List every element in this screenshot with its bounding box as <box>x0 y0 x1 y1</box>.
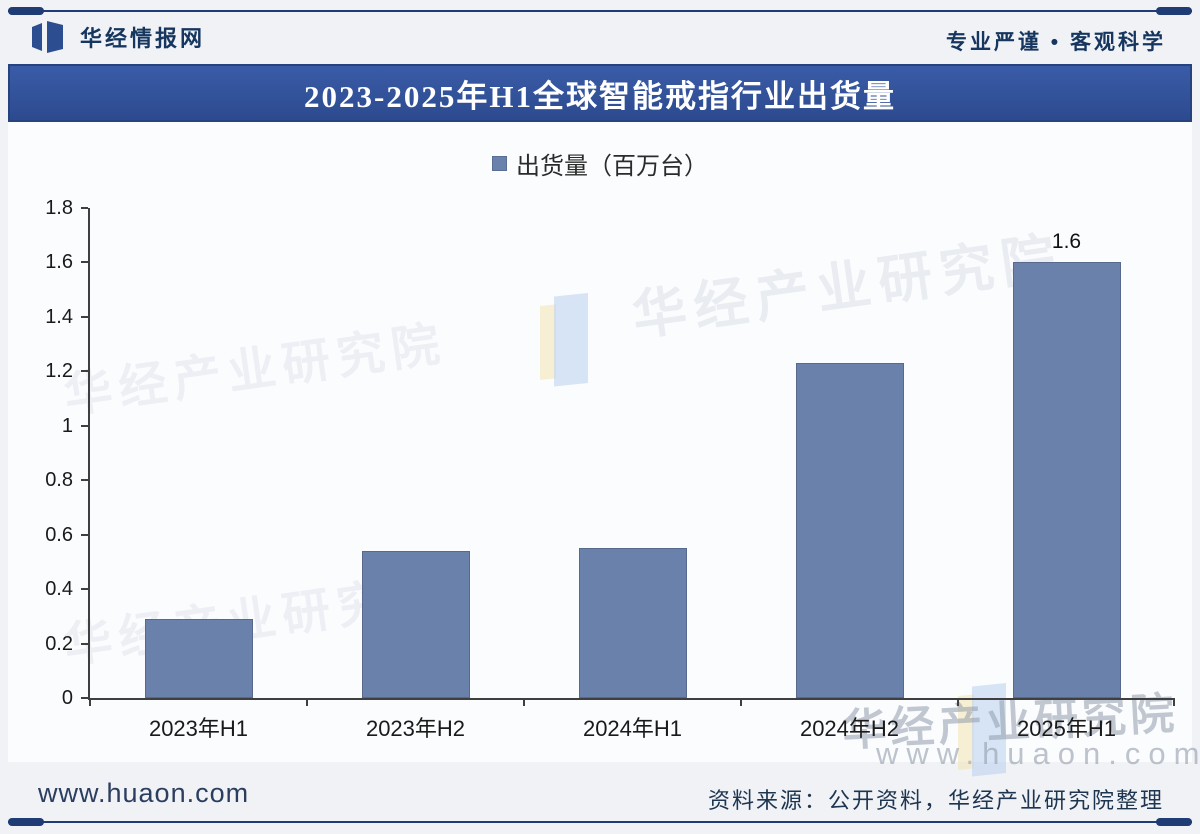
y-axis-tick-label: 0.4 <box>45 578 73 601</box>
brand-name: 华经情报网 <box>80 26 206 51</box>
y-axis-tick-label: 0.8 <box>45 469 73 492</box>
chart-legend: 出货量（百万台） <box>0 146 1200 181</box>
y-axis-tick <box>81 315 88 318</box>
bar-column: 2024年H1 <box>524 208 741 741</box>
y-axis-tick-label: 1.2 <box>45 360 73 383</box>
y-axis-tick <box>81 479 88 482</box>
bar-2023年H1 <box>144 619 253 698</box>
x-axis-tick <box>523 698 525 706</box>
y-axis-tick-label: 1.4 <box>45 305 73 328</box>
bar-2024年H1 <box>578 548 687 698</box>
top-rule-right-dash <box>1156 7 1192 15</box>
huajing-logo-icon <box>32 21 63 53</box>
x-axis-label: 2023年H1 <box>148 716 249 741</box>
bottom-rule-left-dash <box>8 818 44 826</box>
x-axis-tick <box>306 698 308 706</box>
y-axis-tick <box>81 642 88 645</box>
bar-value-label: 1.6 <box>1051 230 1082 254</box>
bar-2024年H2 <box>795 363 904 698</box>
bar-2023年H2 <box>361 551 470 698</box>
header-brand: 华经情报网 <box>28 20 205 54</box>
y-axis-tick-label: 1.6 <box>45 251 73 274</box>
footer-website: www.huaon.com <box>38 778 250 808</box>
plot-area: 0 0.2 0.4 0.6 0.8 1 1.2 1.4 1.6 1.8 2023年H1 2023年H2… <box>45 197 1175 741</box>
y-axis-tick-label: 1 <box>61 414 73 437</box>
x-axis-tick <box>1173 698 1175 706</box>
y-axis-tick <box>81 261 88 264</box>
x-axis-tick <box>957 698 959 706</box>
top-rule-left-dash <box>8 7 44 15</box>
header-slogan: 专业严谨 • 客观科学 <box>945 31 1166 54</box>
x-axis-tick <box>740 698 742 706</box>
x-axis-label: 2023年H2 <box>365 716 466 741</box>
footer-data-source: 资料来源：公开资料，华经产业研究院整理 <box>707 788 1164 813</box>
top-rule-line <box>8 7 1192 15</box>
y-axis-tick-label: 0.6 <box>45 523 73 546</box>
x-axis-label: 2025年H1 <box>1016 716 1117 741</box>
y-axis-tick <box>81 370 88 373</box>
legend-label: 出货量（百万台） <box>516 153 708 180</box>
x-axis-label: 2024年H1 <box>582 716 683 741</box>
y-axis-tick <box>81 588 88 591</box>
bottom-rule-line <box>8 818 1192 826</box>
chart-title-bar: 2023-2025年H1全球智能戒指行业出货量 <box>8 64 1192 122</box>
chart-title: 2023-2025年H1全球智能戒指行业出货量 <box>304 78 896 114</box>
y-axis-tick <box>81 424 88 427</box>
bar-column: 1.6 2025年H1 <box>958 208 1175 741</box>
x-axis-tick <box>89 698 91 706</box>
y-axis-tick <box>81 697 88 699</box>
bar-column: 2024年H2 <box>741 208 958 741</box>
legend-swatch <box>492 156 507 171</box>
y-axis-tick <box>81 533 88 536</box>
bottom-rule-right-dash <box>1156 818 1192 826</box>
y-axis-tick-label: 0 <box>61 687 73 709</box>
bar-2025年H1 <box>1012 262 1121 698</box>
bar-column: 2023年H2 <box>307 208 524 741</box>
y-axis-tick <box>81 207 88 209</box>
y-axis-tick-label: 1.8 <box>45 197 73 219</box>
bar-column: 2023年H1 <box>90 208 307 741</box>
x-axis-label: 2024年H2 <box>799 716 900 741</box>
y-axis-tick-label: 0.2 <box>45 632 73 655</box>
